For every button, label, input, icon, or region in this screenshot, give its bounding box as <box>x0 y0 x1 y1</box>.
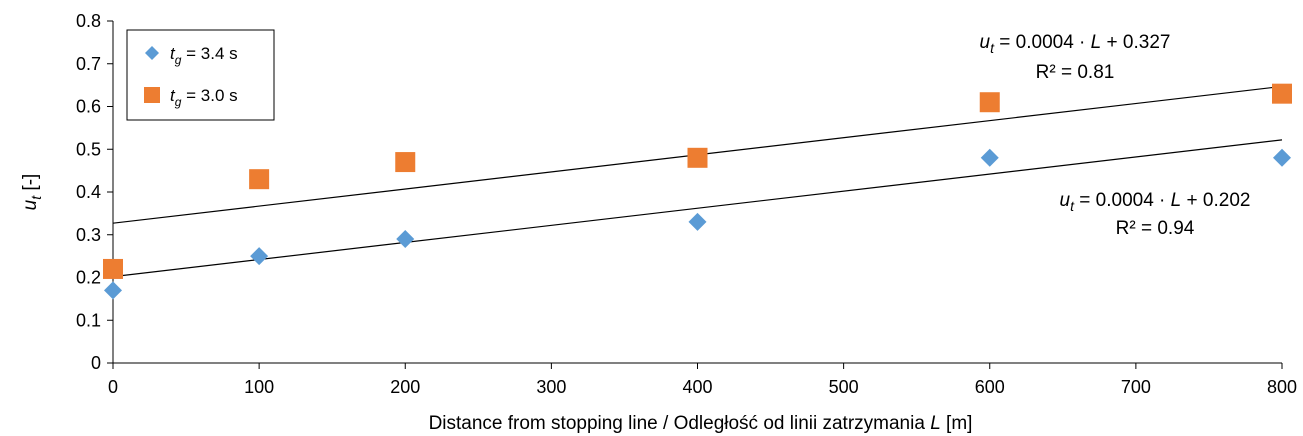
data-point <box>250 247 269 266</box>
legend-var: t <box>170 86 176 105</box>
legend-label: tg = 3.0 s <box>170 86 238 109</box>
x-tick-label: 200 <box>390 377 420 397</box>
equation-sub: t <box>990 40 995 56</box>
y-axis-title: ut [-] <box>20 174 44 211</box>
data-point <box>979 92 1000 113</box>
equation-var: u <box>980 32 991 53</box>
legend-sub: g <box>175 95 182 109</box>
y-tick-label: 0.1 <box>76 310 101 330</box>
data-points <box>103 83 1292 300</box>
equation-rest: + 0.327 <box>1101 32 1170 53</box>
trendline-blue-r2: R² = 0.94 <box>1116 218 1195 239</box>
equation-text: = 0.0004 · <box>1074 190 1171 211</box>
y-tick-label: 0.8 <box>76 11 101 31</box>
equation-var: u <box>1060 190 1071 211</box>
equation-sub: t <box>1070 198 1075 214</box>
equation-rest: + 0.202 <box>1181 190 1250 211</box>
data-point <box>688 212 707 231</box>
legend-item: tg = 3.0 s <box>144 86 238 109</box>
legend: tg = 3.4 stg = 3.0 s <box>126 29 275 121</box>
y-tick-label: 0.6 <box>76 97 101 117</box>
y-axis-title-unit: [-] <box>20 174 41 196</box>
y-tick-label: 0 <box>91 353 101 373</box>
data-point <box>1272 83 1292 104</box>
data-point <box>104 281 122 300</box>
legend-rest: = 3.4 s <box>181 44 237 63</box>
x-axis-title-text: Distance from stopping line / Odległość … <box>429 413 931 434</box>
data-point <box>249 169 270 190</box>
equation-x: L <box>1091 32 1102 53</box>
data-point <box>980 148 999 167</box>
legend-marker <box>145 46 159 60</box>
x-tick-label: 300 <box>536 377 566 397</box>
legend-rest: = 3.0 s <box>181 86 237 105</box>
legend-marker <box>144 87 160 103</box>
data-point <box>687 147 708 168</box>
y-axis-title-var: u <box>20 199 41 210</box>
legend-label: tg = 3.4 s <box>170 44 238 67</box>
y-tick-label: 0.7 <box>76 54 101 74</box>
legend-var: t <box>170 44 176 63</box>
x-tick-label: 0 <box>108 377 118 397</box>
trendline-orange-label-bg <box>935 26 1215 84</box>
x-tick-label: 700 <box>1121 377 1151 397</box>
data-point <box>1273 148 1291 167</box>
y-tick-label: 0.5 <box>76 139 101 159</box>
x-axis-title: Distance from stopping line / Odległość … <box>429 413 973 434</box>
x-axis-title-unit: [m] <box>941 413 973 434</box>
data-point <box>396 230 415 249</box>
x-tick-label: 400 <box>682 377 712 397</box>
y-tick-label: 0.2 <box>76 268 101 288</box>
x-axis-title-var: L <box>930 413 941 434</box>
legend-sub: g <box>175 53 182 67</box>
legend-box <box>126 29 275 121</box>
trendline <box>112 139 1283 278</box>
x-tick-label: 800 <box>1267 377 1297 397</box>
trendline-orange-r2: R² = 0.81 <box>1036 62 1115 83</box>
legend-item: tg = 3.4 s <box>145 44 238 67</box>
data-point <box>103 258 123 279</box>
data-point <box>395 152 416 173</box>
trendlines <box>112 85 1283 278</box>
y-tick-label: 0.3 <box>76 225 101 245</box>
equation-text: = 0.0004 · <box>994 32 1091 53</box>
x-tick-label: 500 <box>829 377 859 397</box>
axes: 0 0.1 0.2 0.3 0.4 0.5 0.6 0.7 0.8 0 100 200 300 400 50… <box>20 11 1297 434</box>
x-tick-label: 100 <box>244 377 274 397</box>
trendline-orange-equation: ut = 0.0004 · L + 0.327 <box>980 32 1171 56</box>
trendline-blue-label-bg <box>1030 184 1280 242</box>
x-tick-label: 600 <box>975 377 1005 397</box>
y-axis-title-sub: t <box>28 195 44 200</box>
y-tick-label: 0.4 <box>76 182 101 202</box>
trendline-blue-equation: ut = 0.0004 · L + 0.202 <box>1060 190 1251 214</box>
equation-x: L <box>1171 190 1182 211</box>
